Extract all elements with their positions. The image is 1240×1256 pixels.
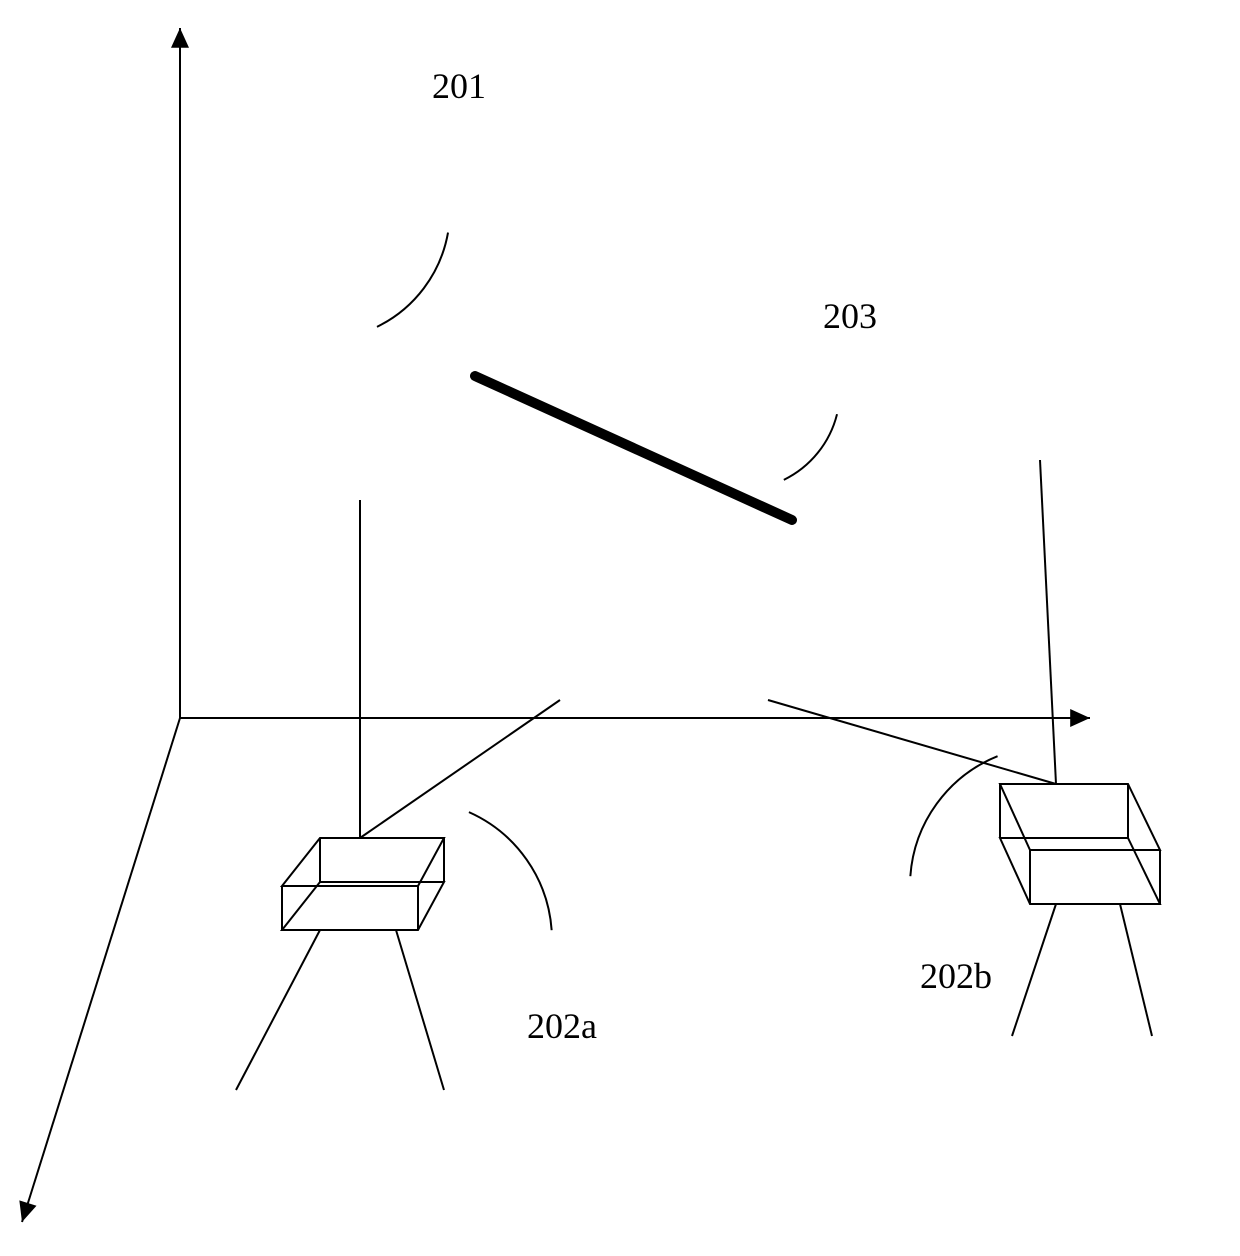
label-202b: 202b — [920, 955, 992, 997]
label-203: 203 — [823, 295, 877, 337]
diagram-scene — [0, 0, 1240, 1256]
label-202a: 202a — [527, 1005, 597, 1047]
label-201: 201 — [432, 65, 486, 107]
